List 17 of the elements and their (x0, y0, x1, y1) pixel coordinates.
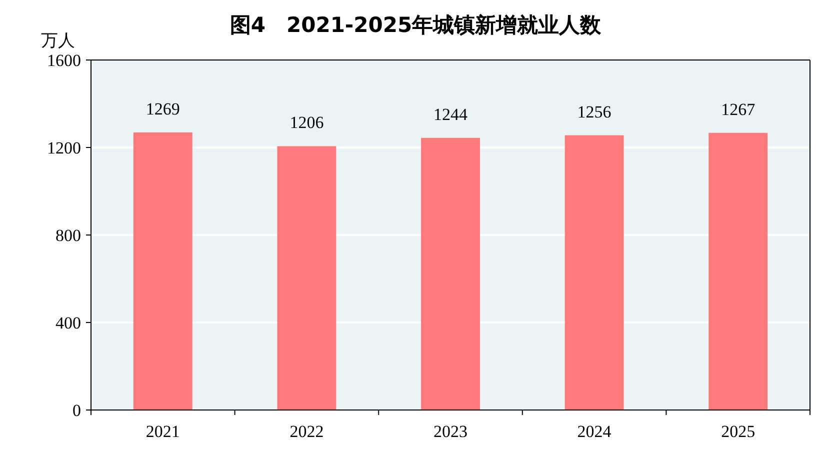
y-tick-label: 400 (56, 314, 81, 332)
x-tick-label: 2024 (577, 422, 612, 441)
x-tick-label: 2023 (434, 422, 468, 441)
data-label: 1267 (721, 100, 756, 119)
y-tick-label: 1200 (47, 138, 81, 158)
y-tick-label: 1600 (47, 51, 81, 70)
data-label: 1206 (290, 113, 324, 132)
chart-title: 图4 2021-2025年城镇新增就业人数 (230, 13, 602, 37)
x-tick-label: 2021 (146, 422, 180, 441)
y-tick-label: 0 (72, 401, 81, 420)
x-tick-label: 2022 (290, 422, 324, 441)
y-axis-title: 万人 (41, 31, 75, 51)
data-label: 1269 (146, 99, 180, 118)
data-label: 1256 (577, 102, 612, 122)
x-tick-label: 2025 (721, 422, 756, 441)
data-label: 1244 (434, 104, 468, 124)
y-tick-label: 800 (56, 226, 81, 245)
